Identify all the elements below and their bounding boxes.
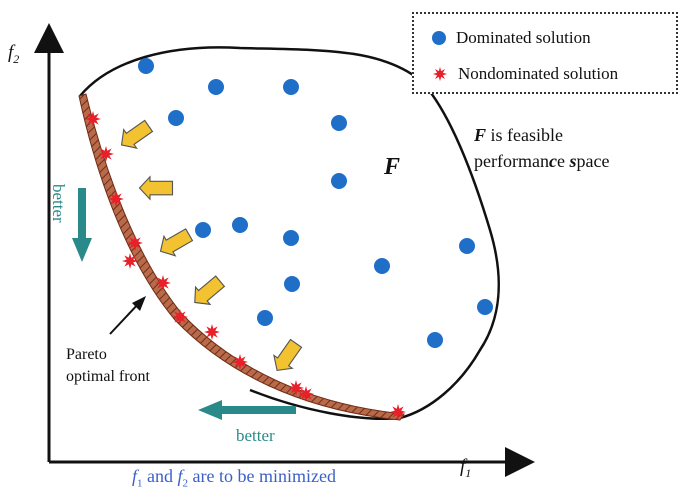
nondominated-point xyxy=(127,235,143,251)
dominated-point xyxy=(477,299,493,315)
better-vertical-arrow xyxy=(72,188,92,262)
feasible-desc-line1: F is feasible xyxy=(474,122,609,148)
better-horizontal-arrow xyxy=(198,400,296,420)
nondominated-point xyxy=(85,111,101,127)
dominated-point xyxy=(459,238,475,254)
dominated-points xyxy=(138,58,493,348)
dominated-point xyxy=(427,332,443,348)
pareto-label-line1: Pareto xyxy=(66,344,150,366)
dominated-point xyxy=(284,276,300,292)
pareto-label-line2: optimal front xyxy=(66,366,150,388)
better-horizontal-label: better xyxy=(236,426,275,446)
dominated-point xyxy=(331,173,347,189)
dominated-point xyxy=(257,310,273,326)
better-vertical-label: better xyxy=(48,184,68,223)
dominated-point xyxy=(283,79,299,95)
feasible-symbol: F xyxy=(384,154,400,181)
dominated-point xyxy=(374,258,390,274)
nondominated-marker-icon xyxy=(432,66,448,82)
improvement-arrow xyxy=(140,177,173,200)
nondominated-point xyxy=(298,386,314,402)
dominated-marker-icon xyxy=(432,31,446,45)
dominated-point xyxy=(195,222,211,238)
improvement-arrow xyxy=(268,337,305,377)
dominated-point xyxy=(138,58,154,74)
nondominated-point xyxy=(390,404,406,420)
nondominated-point xyxy=(232,354,248,370)
dominated-point xyxy=(232,217,248,233)
feasible-description: F is feasible performance space xyxy=(474,122,609,174)
improvement-arrows xyxy=(115,117,305,377)
dominated-point xyxy=(331,115,347,131)
dominated-point xyxy=(168,110,184,126)
nondominated-point xyxy=(204,324,220,340)
improvement-arrow xyxy=(155,225,195,261)
legend-nondominated-label: Nondominated solution xyxy=(458,64,618,84)
nondominated-point xyxy=(155,275,171,291)
nondominated-point xyxy=(98,146,114,162)
pareto-pointer-arrow xyxy=(110,296,146,334)
legend-dominated-label: Dominated solution xyxy=(456,28,591,48)
pareto-label: Pareto optimal front xyxy=(66,344,150,388)
dominated-point xyxy=(283,230,299,246)
y-axis-label: f2 xyxy=(8,42,19,67)
feasible-desc-line2: performance space xyxy=(474,148,609,174)
nondominated-point xyxy=(122,253,138,269)
legend-item-nondominated: Nondominated solution xyxy=(432,64,618,84)
improvement-arrow xyxy=(115,117,155,154)
improvement-arrow xyxy=(188,273,228,311)
nondominated-point xyxy=(172,309,188,325)
legend: Dominated solution Nondominated solution xyxy=(412,12,678,94)
bottom-caption: f1 and f2 are to be minimized xyxy=(132,466,336,490)
nondominated-point xyxy=(108,191,124,207)
dominated-point xyxy=(208,79,224,95)
legend-item-dominated: Dominated solution xyxy=(432,28,591,48)
x-axis-label: f1 xyxy=(460,456,471,481)
